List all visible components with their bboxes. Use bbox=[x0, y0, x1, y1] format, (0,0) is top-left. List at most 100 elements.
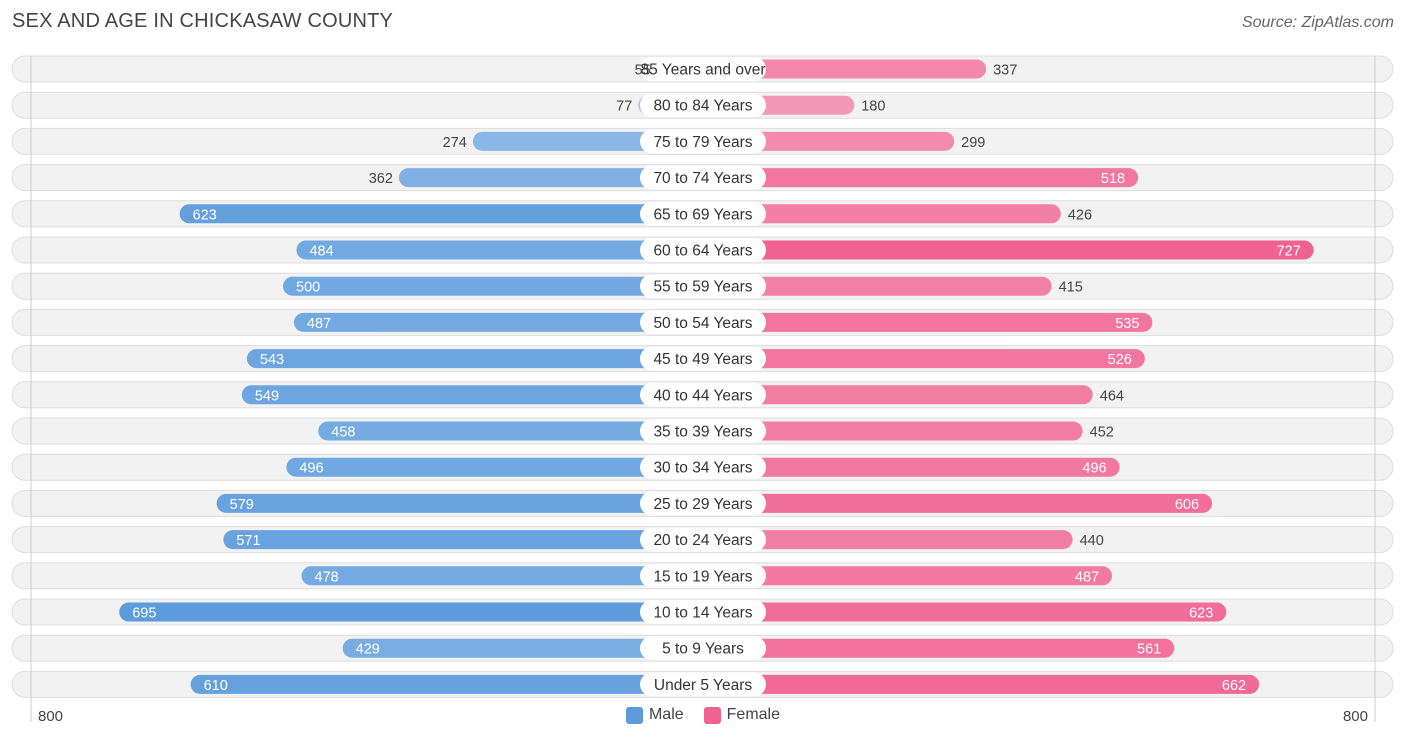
bar-female[interactable] bbox=[703, 276, 1052, 296]
legend-item-female: Female bbox=[703, 706, 780, 724]
category-label-bg bbox=[640, 129, 766, 154]
category-label: Under 5 Years bbox=[654, 677, 752, 694]
value-label-female: 561 bbox=[1137, 642, 1161, 658]
legend-swatch-male bbox=[625, 706, 643, 724]
bar-female[interactable] bbox=[703, 566, 1113, 586]
bar-male[interactable] bbox=[398, 168, 703, 188]
legend-item-male: Male bbox=[625, 706, 684, 724]
value-label-male: 500 bbox=[296, 280, 320, 296]
category-label: 15 to 19 Years bbox=[653, 568, 752, 585]
bar-female[interactable] bbox=[703, 204, 1061, 224]
category-label: 55 to 59 Years bbox=[653, 279, 752, 296]
bar-female[interactable] bbox=[703, 493, 1213, 513]
value-label-female: 606 bbox=[1175, 497, 1199, 513]
category-label-bg bbox=[640, 165, 766, 190]
bar-male[interactable] bbox=[318, 421, 703, 441]
value-label-male: 478 bbox=[314, 569, 338, 585]
category-label: 80 to 84 Years bbox=[653, 98, 752, 115]
bar-male[interactable] bbox=[216, 493, 703, 513]
value-label-female: 526 bbox=[1108, 352, 1132, 368]
bar-female[interactable] bbox=[703, 457, 1120, 477]
value-label-female: 426 bbox=[1068, 207, 1092, 223]
bar-male[interactable] bbox=[286, 457, 703, 477]
bar-male[interactable] bbox=[190, 674, 704, 694]
value-label-female: 496 bbox=[1082, 461, 1106, 477]
category-label: 35 to 39 Years bbox=[653, 424, 752, 441]
category-label-bg bbox=[640, 201, 766, 226]
value-label-male: 429 bbox=[356, 642, 380, 658]
category-label-bg bbox=[640, 527, 766, 552]
value-label-female: 180 bbox=[861, 99, 885, 115]
value-label-female: 452 bbox=[1090, 425, 1114, 441]
bar-female[interactable] bbox=[703, 530, 1073, 550]
bar-female[interactable] bbox=[703, 240, 1314, 260]
value-label-female: 662 bbox=[1222, 678, 1246, 694]
bar-female[interactable] bbox=[703, 59, 987, 79]
category-label-bg bbox=[640, 346, 766, 371]
axis-left-label: 800 bbox=[38, 708, 64, 725]
bar-female[interactable] bbox=[703, 638, 1175, 658]
value-label-male: 623 bbox=[193, 207, 217, 223]
category-label: 5 to 9 Years bbox=[662, 641, 744, 658]
value-label-male: 543 bbox=[260, 352, 284, 368]
category-label: 10 to 14 Years bbox=[653, 605, 752, 622]
bar-female[interactable] bbox=[703, 602, 1227, 622]
bar-male[interactable] bbox=[223, 530, 704, 550]
category-label: 85 Years and over bbox=[641, 62, 766, 79]
value-label-male: 55 bbox=[635, 63, 651, 79]
bar-male[interactable] bbox=[301, 566, 703, 586]
bar-female[interactable] bbox=[703, 168, 1139, 188]
value-label-male: 77 bbox=[616, 99, 632, 115]
category-label: 40 to 44 Years bbox=[653, 387, 752, 404]
category-label-bg bbox=[640, 563, 766, 588]
value-label-male: 487 bbox=[307, 316, 331, 332]
value-label-female: 415 bbox=[1059, 280, 1083, 296]
category-label: 30 to 34 Years bbox=[653, 460, 752, 477]
value-label-female: 623 bbox=[1189, 606, 1213, 622]
legend-swatch-female bbox=[703, 706, 721, 724]
category-label: 25 to 29 Years bbox=[653, 496, 752, 513]
category-label: 65 to 69 Years bbox=[653, 206, 752, 223]
value-label-male: 579 bbox=[230, 497, 254, 513]
category-label-bg bbox=[640, 310, 766, 335]
bar-female[interactable] bbox=[703, 385, 1093, 405]
value-label-male: 695 bbox=[132, 606, 156, 622]
bar-male[interactable] bbox=[119, 602, 703, 622]
category-label-bg bbox=[640, 238, 766, 262]
value-label-female: 440 bbox=[1080, 533, 1104, 549]
bar-male[interactable] bbox=[246, 349, 703, 369]
value-label-female: 535 bbox=[1115, 316, 1139, 332]
category-label: 70 to 74 Years bbox=[653, 170, 752, 187]
category-label: 60 to 64 Years bbox=[653, 243, 752, 260]
category-label-bg bbox=[640, 636, 766, 661]
value-label-male: 274 bbox=[443, 135, 467, 151]
bar-female[interactable] bbox=[703, 131, 955, 151]
bar-male[interactable] bbox=[179, 204, 703, 224]
value-label-male: 496 bbox=[299, 461, 323, 477]
bar-male[interactable] bbox=[342, 638, 703, 658]
bar-male[interactable] bbox=[296, 240, 703, 260]
bar-female[interactable] bbox=[703, 674, 1260, 694]
chart-title: SEX AND AGE IN CHICKASAW COUNTY bbox=[12, 10, 394, 32]
bar-female[interactable] bbox=[703, 421, 1083, 441]
category-label-bg bbox=[640, 274, 766, 299]
category-label-bg bbox=[640, 419, 766, 443]
value-label-male: 571 bbox=[236, 533, 260, 549]
category-label-bg bbox=[640, 672, 766, 697]
category-label-bg bbox=[640, 455, 766, 480]
bar-male[interactable] bbox=[283, 276, 703, 296]
value-label-female: 727 bbox=[1276, 244, 1300, 260]
category-label-bg bbox=[640, 491, 766, 516]
value-label-female: 299 bbox=[961, 135, 985, 151]
bar-male[interactable] bbox=[293, 312, 703, 332]
bar-female[interactable] bbox=[703, 312, 1153, 332]
bar-female[interactable] bbox=[703, 349, 1145, 369]
value-label-male: 549 bbox=[255, 388, 279, 404]
legend-label-male: Male bbox=[648, 706, 684, 723]
value-label-male: 458 bbox=[331, 425, 355, 441]
value-label-female: 487 bbox=[1075, 569, 1099, 585]
category-label-bg bbox=[640, 382, 766, 407]
value-label-male: 484 bbox=[309, 244, 333, 260]
bar-male[interactable] bbox=[241, 385, 703, 405]
